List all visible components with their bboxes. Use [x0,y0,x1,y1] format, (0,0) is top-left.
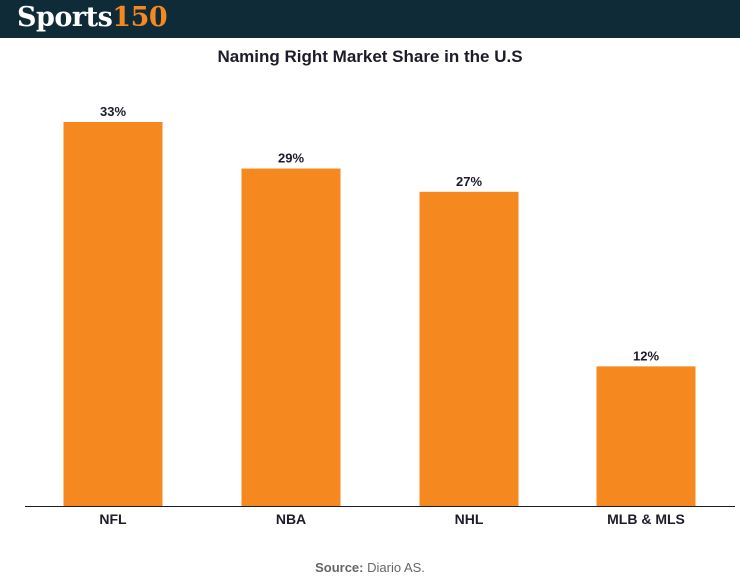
sports150-logo[interactable]: Sports150 [17,1,168,35]
bar-nhl [419,191,519,506]
data-label: 12% [633,348,659,363]
bars-group: 33% NFL 29% NBA 27% NHL 12% MLB & MLS [63,104,696,527]
chart-title: Naming Right Market Share in the U.S [217,47,523,66]
data-label: 29% [278,151,304,166]
logo-number: 150 [112,2,168,33]
source-text: Diario AS. [367,560,425,575]
data-label: 27% [456,174,482,189]
x-tick-label: NHL [455,511,484,527]
header-bar: Sports150 [0,0,740,38]
bar-nfl [63,122,163,506]
x-tick-label: NFL [99,511,127,527]
x-tick-label: NBA [276,511,306,527]
x-tick-label: MLB & MLS [607,511,685,527]
bar-nba [241,168,341,506]
logo-word: Sports [17,2,113,33]
source-note: Source: Diario AS. [0,560,740,575]
data-label: 33% [100,104,126,119]
bar-mlb-mls [596,366,696,506]
source-label: Source: [315,560,364,575]
